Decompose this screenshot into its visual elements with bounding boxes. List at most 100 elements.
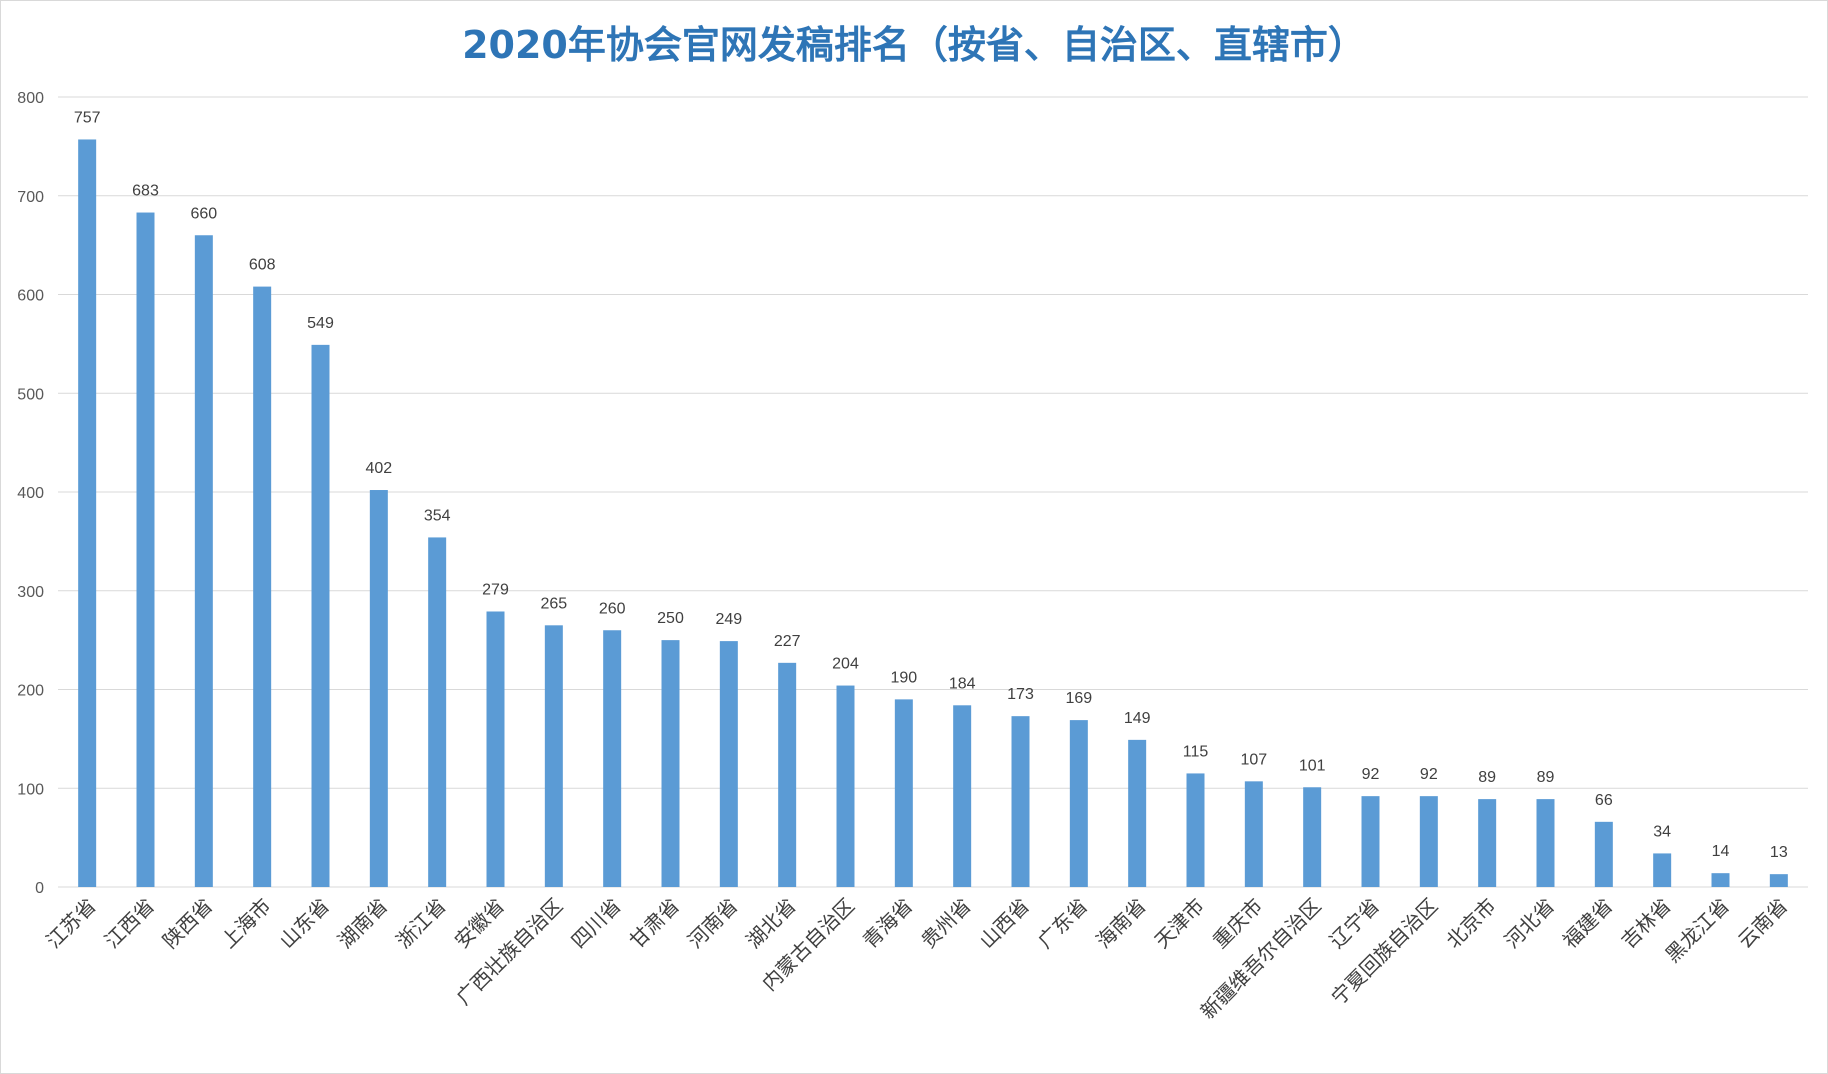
bar xyxy=(78,139,97,887)
data-label: 14 xyxy=(1712,843,1730,860)
data-label: 89 xyxy=(1478,769,1496,786)
y-tick-label: 300 xyxy=(17,584,44,601)
category-label: 上海市 xyxy=(216,894,275,953)
bar xyxy=(1303,787,1322,887)
y-tick-label: 0 xyxy=(35,880,44,897)
bar xyxy=(1653,853,1672,887)
bar xyxy=(1419,796,1438,887)
data-labels: 757 683 660 608 549 402 354 279 265 260 250 249 227 2… xyxy=(74,109,1788,861)
category-label: 湖南省 xyxy=(333,894,392,953)
data-label: 107 xyxy=(1240,751,1267,768)
data-label: 204 xyxy=(832,656,859,673)
data-label: 265 xyxy=(540,595,567,612)
bar xyxy=(1769,874,1788,887)
data-label: 149 xyxy=(1124,710,1151,727)
bar xyxy=(719,641,738,887)
bar xyxy=(1128,739,1147,887)
data-label: 402 xyxy=(365,460,392,477)
data-label: 279 xyxy=(482,581,509,598)
category-label: 河北省 xyxy=(1500,894,1559,953)
data-label: 92 xyxy=(1362,766,1380,783)
category-label: 山东省 xyxy=(275,894,334,953)
data-label: 66 xyxy=(1595,792,1613,809)
data-label: 683 xyxy=(132,183,159,200)
bar xyxy=(253,286,272,888)
bar xyxy=(369,490,388,887)
category-label: 海南省 xyxy=(1091,894,1150,953)
category-label: 江西省 xyxy=(100,894,159,953)
bar xyxy=(661,640,680,887)
bar xyxy=(1244,781,1263,887)
data-label: 250 xyxy=(657,610,684,627)
data-label: 549 xyxy=(307,315,334,332)
data-label: 92 xyxy=(1420,766,1438,783)
data-label: 89 xyxy=(1537,769,1555,786)
data-label: 13 xyxy=(1770,844,1788,861)
bar xyxy=(194,235,213,887)
category-label: 甘肃省 xyxy=(625,894,684,953)
category-label: 云南省 xyxy=(1733,894,1792,953)
y-tick-label: 200 xyxy=(17,683,44,700)
data-label: 608 xyxy=(249,257,276,274)
bar xyxy=(1186,773,1205,887)
data-label: 34 xyxy=(1653,823,1671,840)
category-label: 四川省 xyxy=(566,894,625,953)
bar xyxy=(603,630,622,887)
data-label: 190 xyxy=(890,669,917,686)
category-label: 广西壮族自治区 xyxy=(451,894,567,1010)
category-label: 黑龙江省 xyxy=(1660,894,1734,968)
bar xyxy=(544,625,563,887)
data-label: 184 xyxy=(949,675,976,692)
bar xyxy=(1711,873,1730,887)
category-label: 江苏省 xyxy=(41,894,100,953)
category-label: 青海省 xyxy=(858,894,917,953)
data-label: 660 xyxy=(190,205,217,222)
data-label: 227 xyxy=(774,633,801,650)
category-label: 陕西省 xyxy=(158,894,217,953)
category-label: 河南省 xyxy=(683,894,742,953)
data-label: 249 xyxy=(715,611,742,628)
category-label: 浙江省 xyxy=(391,894,450,953)
chart-title: 2020年协会官网发稿排名（按省、自治区、直辖市） xyxy=(462,23,1366,67)
data-label: 757 xyxy=(74,109,101,126)
bar xyxy=(1594,821,1613,887)
y-axis-ticks: 0 100 200 300 400 500 600 700 800 xyxy=(17,90,44,897)
data-label: 260 xyxy=(599,600,626,617)
y-tick-label: 100 xyxy=(17,781,44,798)
bars xyxy=(78,139,1788,888)
bar xyxy=(953,705,972,887)
data-label: 354 xyxy=(424,507,451,524)
y-tick-label: 700 xyxy=(17,189,44,206)
category-label: 山西省 xyxy=(975,894,1034,953)
category-label: 广东省 xyxy=(1033,894,1092,953)
bar xyxy=(1069,720,1088,887)
data-label: 115 xyxy=(1183,743,1209,760)
category-label: 福建省 xyxy=(1558,894,1617,953)
category-labels: 江苏省江西省陕西省上海市山东省湖南省浙江省安徽省广西壮族自治区四川省甘肃省河南省… xyxy=(41,894,1792,1024)
bar xyxy=(486,611,505,887)
data-label: 173 xyxy=(1007,686,1034,703)
data-label: 101 xyxy=(1299,757,1326,774)
bar xyxy=(1011,716,1030,887)
bar xyxy=(311,344,330,887)
bar xyxy=(836,685,855,887)
category-label: 北京市 xyxy=(1441,894,1500,953)
y-tick-label: 600 xyxy=(17,288,44,305)
bar xyxy=(1536,799,1555,887)
category-label: 贵州省 xyxy=(916,894,975,953)
bar xyxy=(428,537,447,887)
bar xyxy=(778,662,797,887)
category-label: 宁夏回族自治区 xyxy=(1326,894,1442,1010)
y-tick-label: 500 xyxy=(17,386,44,403)
gridlines xyxy=(58,96,1808,888)
y-tick-label: 400 xyxy=(17,485,44,502)
data-label: 169 xyxy=(1065,690,1092,707)
bar xyxy=(136,212,155,888)
bar xyxy=(1361,796,1380,887)
category-label: 天津市 xyxy=(1150,894,1209,953)
bar xyxy=(894,699,913,887)
bar xyxy=(1478,799,1497,887)
y-tick-label: 800 xyxy=(17,90,44,107)
